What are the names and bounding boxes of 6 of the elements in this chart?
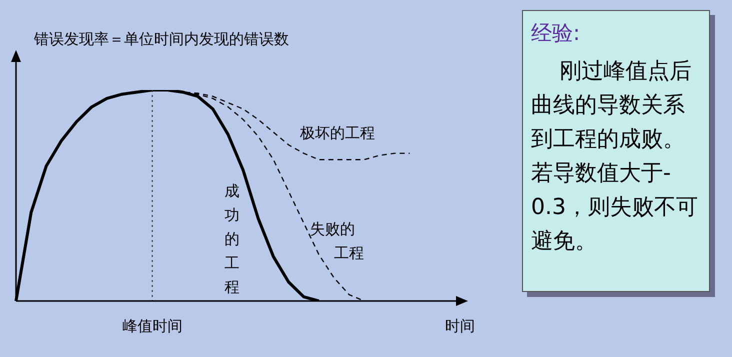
y-axis-title: 错误发现率＝单位时间内发现的错误数: [33, 30, 289, 48]
series-label: 极坏的工程: [299, 124, 375, 142]
text: 峰值时间: [122, 316, 182, 335]
x-axis-title: 时间: [445, 316, 475, 335]
series-label: 成功的工程: [224, 182, 240, 296]
series-label: 失败的工程: [310, 220, 364, 262]
